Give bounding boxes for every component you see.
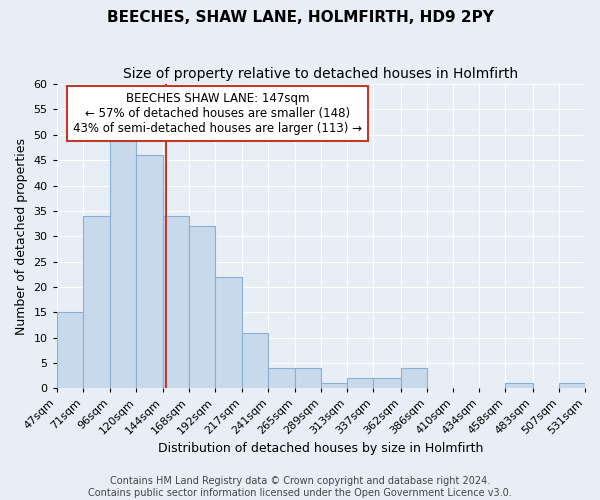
Text: BEECHES, SHAW LANE, HOLMFIRTH, HD9 2PY: BEECHES, SHAW LANE, HOLMFIRTH, HD9 2PY — [107, 10, 493, 25]
Bar — [110, 140, 136, 388]
Text: Contains HM Land Registry data © Crown copyright and database right 2024.
Contai: Contains HM Land Registry data © Crown c… — [88, 476, 512, 498]
Bar — [347, 378, 373, 388]
Bar — [83, 216, 110, 388]
Bar — [321, 384, 347, 388]
Bar — [295, 368, 321, 388]
X-axis label: Distribution of detached houses by size in Holmfirth: Distribution of detached houses by size … — [158, 442, 484, 455]
Bar — [373, 378, 401, 388]
Bar — [189, 226, 215, 388]
Bar — [242, 332, 268, 388]
Y-axis label: Number of detached properties: Number of detached properties — [15, 138, 28, 334]
Bar — [559, 384, 585, 388]
Bar — [268, 368, 295, 388]
Bar — [57, 312, 83, 388]
Bar — [163, 216, 189, 388]
Title: Size of property relative to detached houses in Holmfirth: Size of property relative to detached ho… — [123, 68, 518, 82]
Text: BEECHES SHAW LANE: 147sqm
← 57% of detached houses are smaller (148)
43% of semi: BEECHES SHAW LANE: 147sqm ← 57% of detac… — [73, 92, 362, 134]
Bar — [401, 368, 427, 388]
Bar — [136, 155, 163, 388]
Bar — [215, 277, 242, 388]
Bar — [505, 384, 533, 388]
